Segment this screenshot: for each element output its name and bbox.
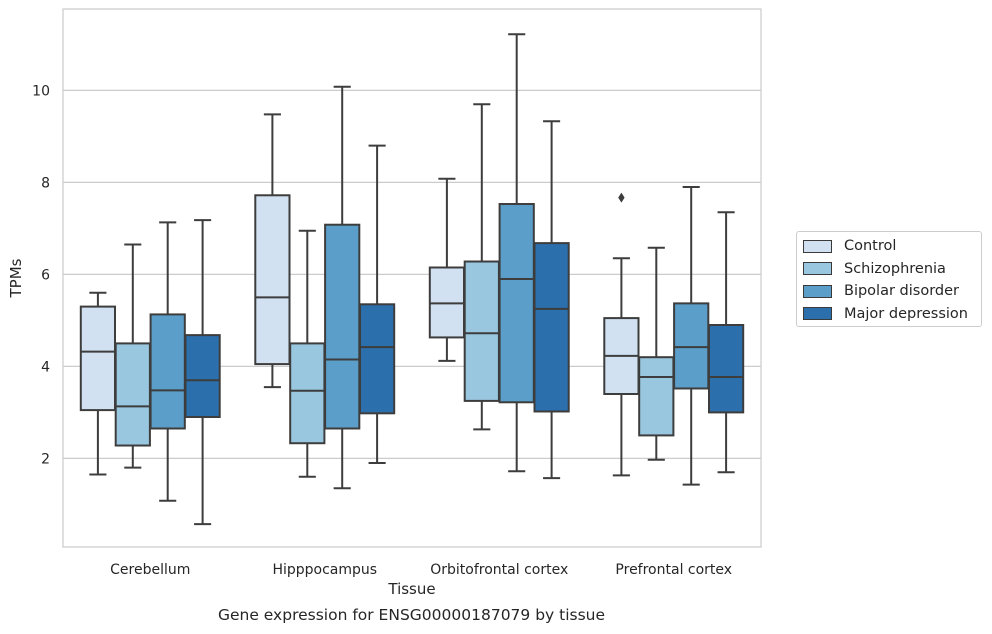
legend-label: Schizophrenia	[844, 260, 946, 277]
legend-item: Schizophrenia	[803, 258, 981, 281]
box-schizophrenia	[463, 103, 500, 431]
y-tick-label: 8	[41, 175, 50, 191]
legend-swatch	[803, 262, 832, 276]
box-iqr	[463, 260, 500, 402]
box-iqr	[114, 342, 151, 447]
legend-swatch	[803, 284, 832, 298]
chart-caption: Gene expression for ENSG00000187079 by t…	[217, 606, 606, 624]
x-tick-label: Prefrontal cortex	[615, 562, 732, 578]
box-schizophrenia	[638, 246, 675, 461]
legend-item: Control	[803, 235, 981, 258]
plot-frame	[62, 8, 762, 548]
box-iqr	[149, 313, 186, 430]
legend-item: Bipolar disorder	[803, 280, 981, 303]
x-tick-label: Hipppocampus	[272, 562, 377, 578]
legend-label: Bipolar disorder	[844, 283, 959, 300]
legend-item: Major depression	[803, 303, 981, 326]
legend-swatch	[803, 307, 832, 321]
box-control	[603, 192, 640, 477]
box-control	[428, 177, 466, 362]
box-schizophrenia	[289, 229, 326, 478]
box-major-depression	[358, 144, 396, 464]
box-schizophrenia	[114, 243, 151, 469]
x-axis-label: Tissue	[387, 580, 435, 598]
box-bipolar-disorder	[498, 33, 535, 473]
box-major-depression	[184, 219, 221, 526]
y-axis-ticks: 2 4 6 8 10	[32, 83, 50, 467]
box-bipolar-disorder	[673, 186, 710, 486]
x-tick-label: Orbitofrontal cortex	[430, 562, 568, 578]
box-iqr	[533, 242, 570, 413]
box-iqr	[79, 305, 117, 412]
box-iqr	[707, 324, 745, 414]
box-iqr	[254, 194, 291, 366]
y-tick-label: 10	[32, 83, 50, 99]
box-iqr	[673, 302, 710, 390]
box-bipolar-disorder	[324, 85, 361, 490]
x-axis-ticks: Cerebellum Hipppocampus Orbitofrontal cort…	[110, 562, 732, 578]
y-tick-label: 2	[41, 451, 50, 467]
box-major-depression	[707, 211, 745, 474]
y-tick-label: 6	[41, 267, 50, 283]
y-tick-label: 4	[41, 359, 50, 375]
x-tick-label: Cerebellum	[110, 562, 190, 578]
box-major-depression	[533, 120, 570, 480]
legend-swatch	[803, 239, 832, 253]
outlier-point	[618, 192, 625, 203]
box-control	[254, 113, 291, 389]
box-iqr	[324, 223, 361, 430]
box-iqr	[498, 203, 535, 404]
legend-label: Major depression	[844, 305, 968, 322]
y-axis-label: TPMs	[7, 258, 25, 298]
legend: Control Schizophrenia Bipolar disorder Majo…	[796, 231, 982, 327]
box-iqr	[358, 303, 396, 415]
box-iqr	[184, 334, 221, 418]
box-iqr	[289, 342, 326, 445]
box-iqr	[638, 356, 675, 437]
box-plot-boxes	[79, 33, 745, 526]
box-control	[79, 291, 117, 476]
legend-label: Control	[844, 238, 897, 255]
